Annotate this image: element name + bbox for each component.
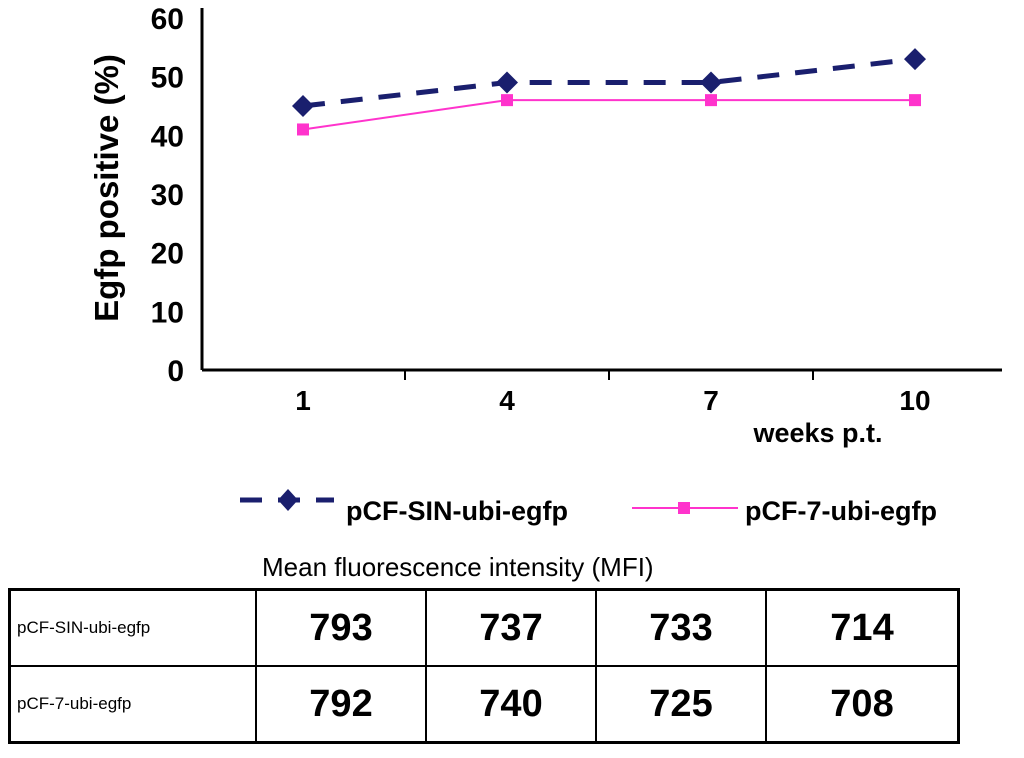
x-axis-label: weeks p.t. (752, 418, 882, 448)
data-point-series-2 (297, 123, 309, 136)
y-tick-label: 60 (151, 3, 184, 36)
x-tick-label: 4 (499, 385, 515, 416)
table-cell: 708 (765, 665, 960, 744)
y-tick-label: 40 (151, 120, 184, 153)
series-line-1 (302, 56, 916, 109)
legend-marker-series-1 (278, 489, 298, 511)
legend-label-series-1: pCF-SIN-ubi-egfp (346, 496, 568, 526)
data-point-series-1 (904, 48, 926, 71)
row-label: pCF-SIN-ubi-egfp (8, 588, 257, 667)
table-cell: 792 (255, 665, 427, 744)
legend-marker-series-2 (678, 502, 690, 514)
data-point-series-2 (501, 94, 513, 107)
data-point-series-1 (496, 71, 518, 94)
table-cell: 793 (255, 588, 427, 667)
y-tick-label: 10 (151, 296, 184, 329)
mfi-table: pCF-SIN-ubi-egfp 793 737 733 714 pCF-7-u… (8, 588, 960, 744)
series-line-2 (302, 99, 915, 131)
table-cell: 733 (595, 588, 767, 667)
legend: pCF-SIN-ubi-egfp pCF-7-ubi-egfp (240, 489, 937, 526)
legend-label-series-2: pCF-7-ubi-egfp (745, 496, 937, 526)
row-label: pCF-7-ubi-egfp (8, 665, 257, 744)
x-tick-label: 1 (295, 385, 311, 416)
data-point-series-1 (700, 71, 722, 94)
table-row: pCF-7-ubi-egfp 792 740 725 708 (8, 665, 960, 744)
x-tick-labels: 1 4 7 10 (295, 370, 931, 416)
y-axis-label: Egfp positive (%) (88, 54, 125, 322)
series-layer (292, 48, 926, 136)
y-tick-label: 30 (151, 179, 184, 212)
y-tick-labels: 0 10 20 30 40 50 60 (151, 3, 184, 388)
y-tick-label: 0 (167, 355, 184, 388)
y-tick-label: 50 (151, 62, 184, 95)
data-point-series-1 (292, 95, 314, 117)
table-row: pCF-SIN-ubi-egfp 793 737 733 714 (8, 588, 960, 667)
data-point-series-2 (705, 94, 717, 107)
x-tick-label: 7 (703, 385, 719, 416)
table-cell: 737 (425, 588, 597, 667)
mfi-table-title: Mean fluorescence intensity (MFI) (262, 552, 654, 582)
table-cell: 714 (765, 588, 960, 667)
x-tick-label: 10 (899, 385, 930, 416)
data-point-series-2 (909, 94, 921, 107)
table-cell: 725 (595, 665, 767, 744)
y-tick-label: 20 (151, 238, 184, 271)
table-cell: 740 (425, 665, 597, 744)
line-chart: 0 10 20 30 40 50 60 1 4 7 10 Egfp positive (%) we… (88, 3, 1002, 526)
